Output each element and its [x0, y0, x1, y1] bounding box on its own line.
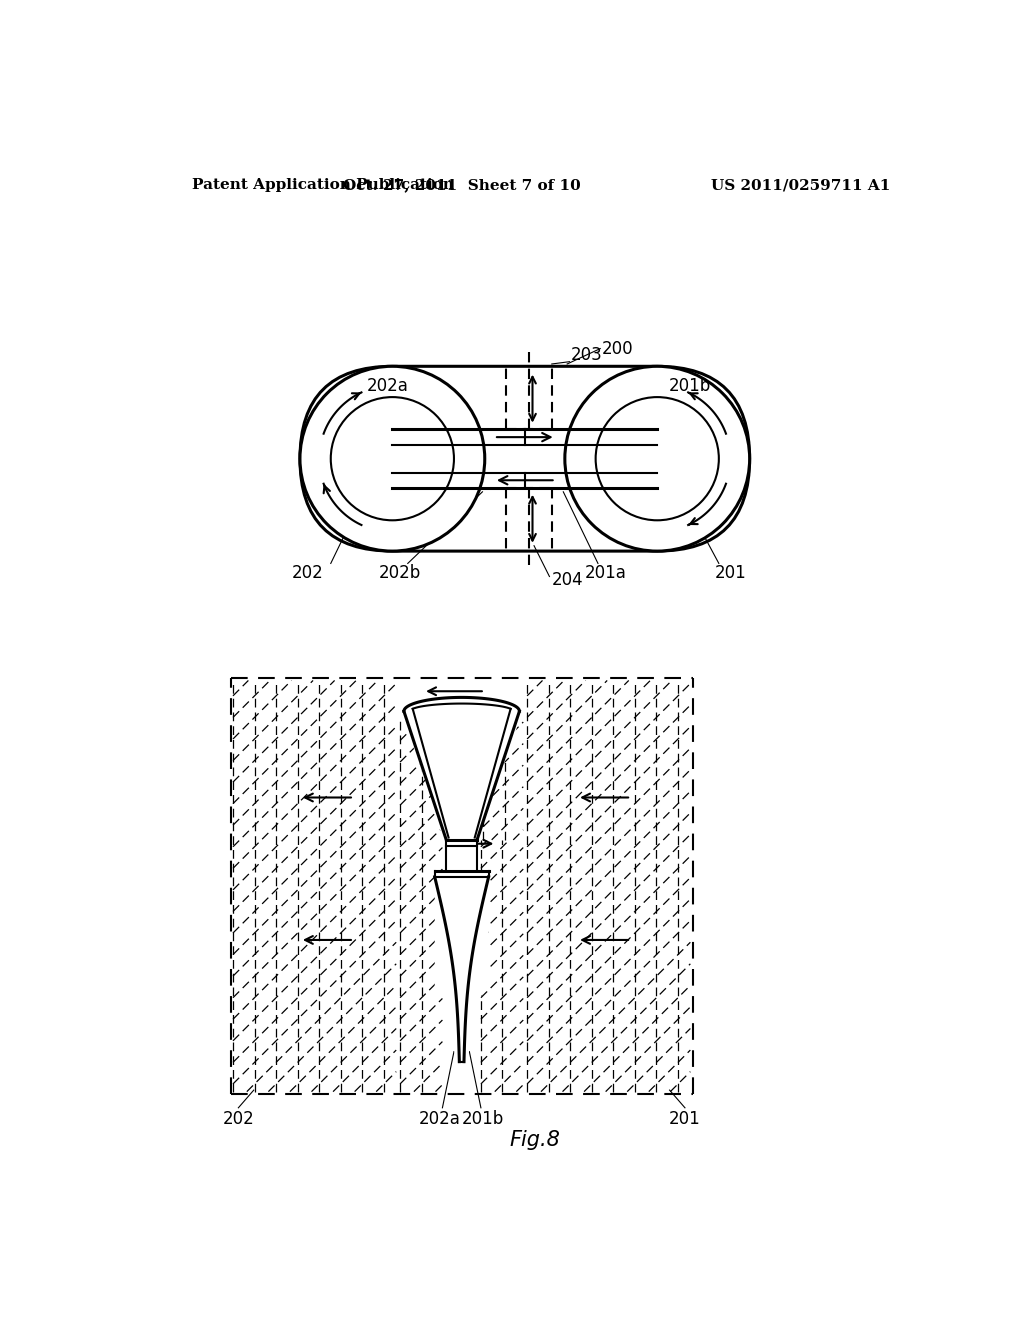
Text: 200: 200 — [602, 339, 634, 358]
Polygon shape — [403, 697, 519, 1063]
Text: 201: 201 — [715, 564, 746, 582]
Circle shape — [565, 367, 750, 552]
Text: Fig.8: Fig.8 — [509, 1130, 560, 1150]
FancyBboxPatch shape — [300, 367, 750, 552]
Text: 201: 201 — [669, 1110, 700, 1127]
Text: 202b: 202b — [379, 564, 421, 582]
Text: 202a: 202a — [367, 376, 409, 395]
Text: 201b: 201b — [669, 376, 711, 395]
Text: 202a: 202a — [419, 1110, 461, 1127]
Text: Oct. 27, 2011  Sheet 7 of 10: Oct. 27, 2011 Sheet 7 of 10 — [343, 178, 581, 193]
Circle shape — [596, 397, 719, 520]
Text: 202: 202 — [222, 1110, 254, 1127]
Circle shape — [331, 397, 454, 520]
Text: 202: 202 — [292, 564, 324, 582]
Text: 201a: 201a — [585, 564, 627, 582]
Text: 204: 204 — [552, 572, 584, 589]
Text: 201b: 201b — [462, 1110, 505, 1127]
Text: US 2011/0259711 A1: US 2011/0259711 A1 — [711, 178, 890, 193]
Text: Patent Application Publication: Patent Application Publication — [193, 178, 455, 193]
Circle shape — [300, 367, 484, 552]
Text: 203: 203 — [571, 346, 603, 364]
